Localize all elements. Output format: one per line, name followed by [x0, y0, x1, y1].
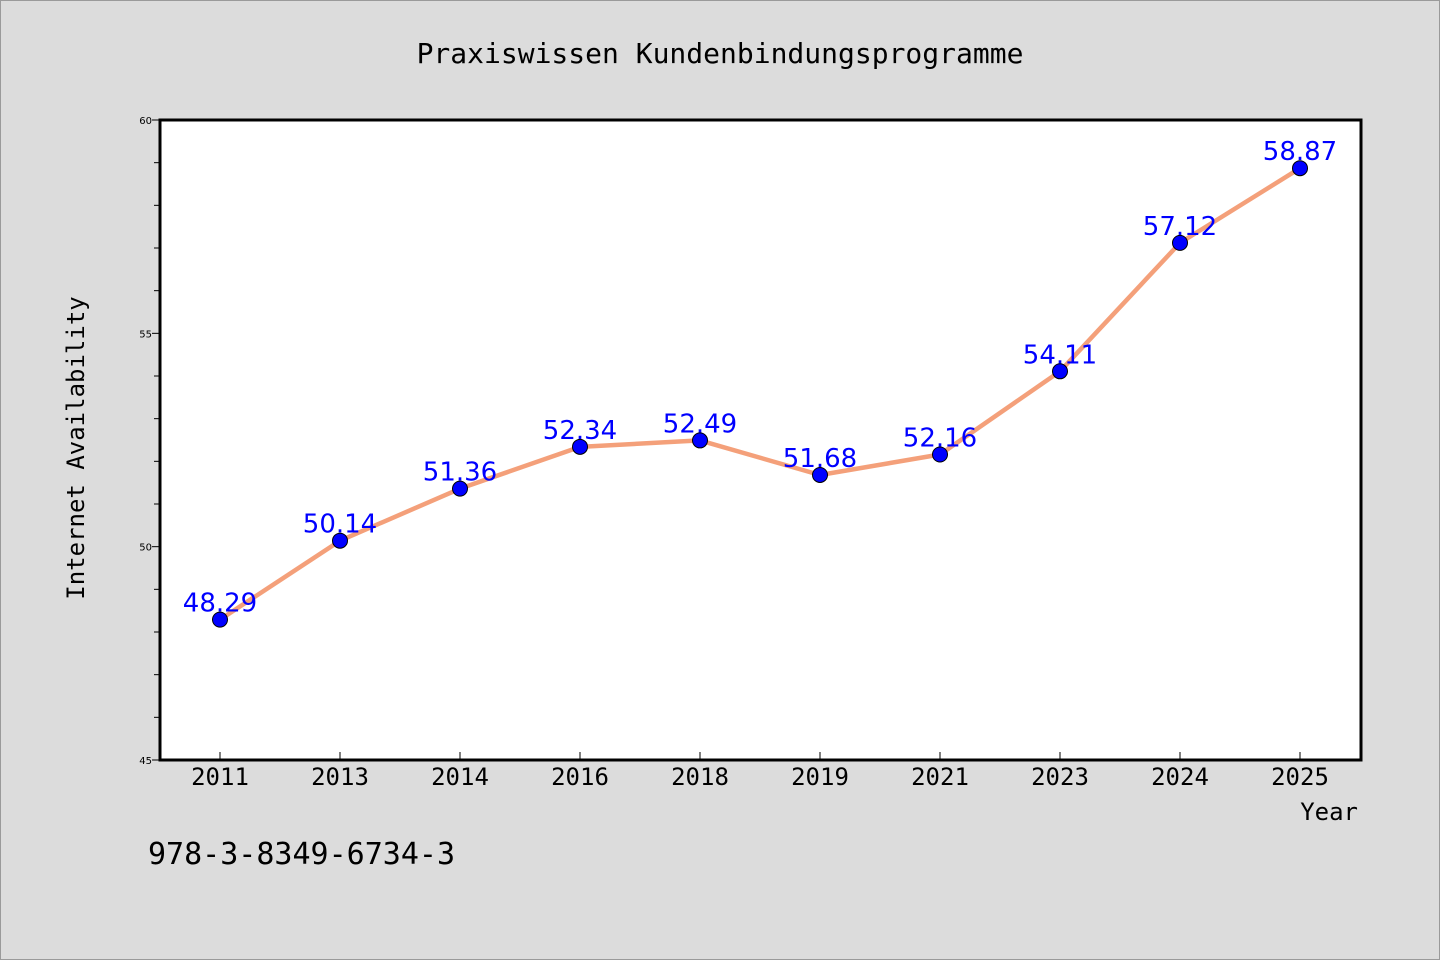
data-label: 52.34: [543, 416, 617, 446]
data-point: [572, 438, 588, 455]
data-point: [692, 432, 708, 449]
isbn-code: 978-3-8349-6734-3: [148, 837, 455, 872]
x-tick-label: 2021: [911, 763, 969, 791]
data-point: [1292, 160, 1308, 177]
data-point: [212, 611, 228, 628]
data-label: 57.12: [1143, 212, 1217, 242]
data-label: 54.11: [1023, 340, 1097, 370]
x-tick-label: 2023: [1031, 763, 1089, 791]
data-point: [332, 532, 348, 549]
data-point: [1172, 234, 1188, 251]
data-label: 52.16: [903, 424, 977, 454]
x-tick-label: 2024: [1151, 763, 1209, 791]
series-line: [217, 165, 1303, 622]
y-tick-label: 55: [139, 329, 152, 340]
y-axis-label: Internet Availability: [62, 296, 90, 599]
data-point: [812, 466, 828, 483]
x-tick-label: 2019: [791, 763, 849, 791]
data-label: 51.36: [423, 458, 497, 488]
y-tick-label: 45: [139, 756, 152, 767]
data-label: 51.68: [783, 444, 857, 474]
series-group: 48.29 50.14 51.36 52.34 52.49 51.68 52.16 54.11…: [183, 137, 1337, 628]
plot-area: [158, 118, 1363, 762]
chart-title: Praxiswissen Kundenbindungsprogramme: [417, 37, 1024, 70]
y-tick-label: 60: [139, 116, 152, 127]
x-tick-label: 2016: [551, 763, 609, 791]
y-tick-label: 50: [139, 543, 152, 554]
x-axis-label: Year: [1300, 798, 1358, 826]
data-point: [452, 480, 468, 497]
x-tick-label: 2014: [431, 763, 489, 791]
x-tick-label: 2013: [311, 763, 369, 791]
x-tick-label: 2025: [1271, 763, 1329, 791]
x-tick-label: 2011: [191, 763, 249, 791]
y-axis: 45 50 55 60: [139, 116, 160, 767]
data-label: 50.14: [303, 510, 377, 540]
data-point: [932, 446, 948, 463]
data-label: 48.29: [183, 589, 257, 619]
data-label: 52.49: [663, 409, 737, 439]
data-label: 58.87: [1263, 137, 1337, 167]
x-tick-label: 2018: [671, 763, 729, 791]
data-point: [1052, 363, 1068, 380]
x-axis: 2011 2013 2014 2016 2018 2019 2021 2023 2024 2025: [191, 752, 1329, 791]
